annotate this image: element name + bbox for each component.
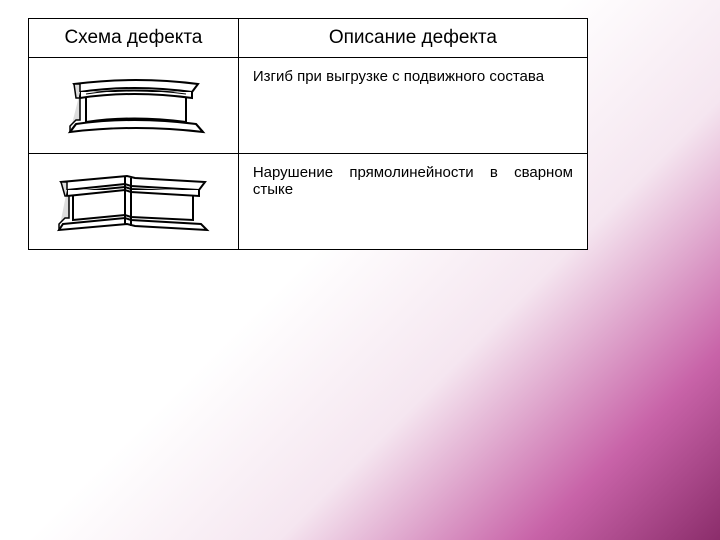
header-description: Описание дефекта	[238, 19, 587, 58]
defect-table-container: Схема дефекта Описание дефекта	[28, 18, 588, 250]
schema-cell-bent-rail	[29, 58, 239, 154]
description-cell: Нарушение прямолинейности в сварном стык…	[238, 154, 587, 250]
bent-rail-icon	[58, 64, 208, 142]
description-cell: Изгиб при выгрузке с подвижного состава	[238, 58, 587, 154]
schema-cell-welded-rail	[29, 154, 239, 250]
header-schema: Схема дефекта	[29, 19, 239, 58]
welded-rail-icon	[53, 160, 213, 238]
table-row: Нарушение прямолинейности в сварном стык…	[29, 154, 588, 250]
defect-table: Схема дефекта Описание дефекта	[28, 18, 588, 250]
table-header-row: Схема дефекта Описание дефекта	[29, 19, 588, 58]
table-row: Изгиб при выгрузке с подвижного состава	[29, 58, 588, 154]
